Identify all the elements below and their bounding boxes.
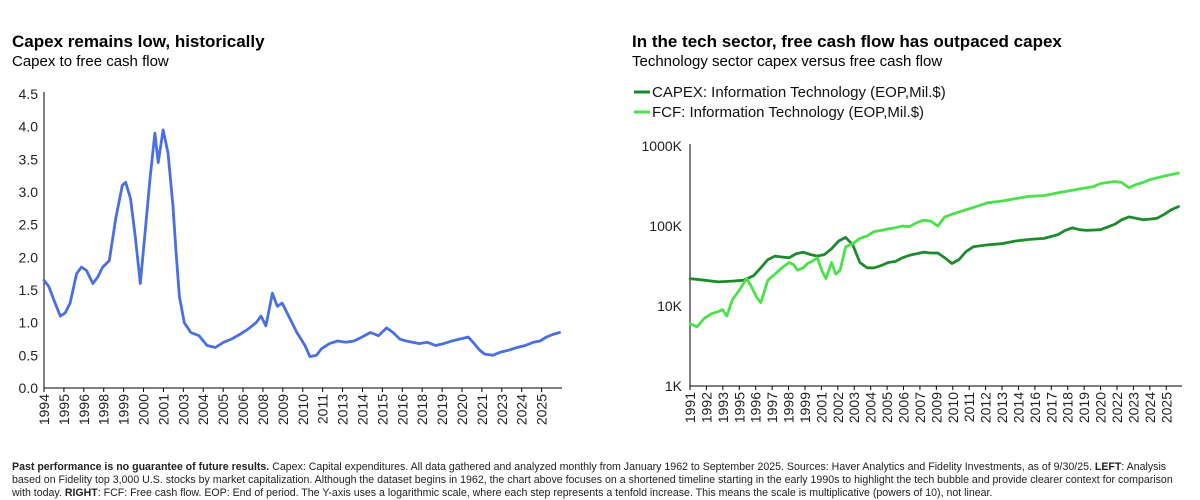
left-chart-subtitle: Capex to free cash flow <box>12 53 169 70</box>
left-y-tick-label: 3.0 <box>19 184 39 200</box>
left-x-tick-label: 2006 <box>235 394 251 425</box>
right-x-tick-label: 2023 <box>1125 392 1141 423</box>
right-legend-label-2: FCF: Information Technology (EOP,Mil.$) <box>652 104 924 121</box>
right-x-tick-label: 1997 <box>764 392 780 423</box>
left-x-tick-label: 2013 <box>335 394 351 425</box>
left-x-tick-label: 2019 <box>434 394 450 425</box>
right-x-tick-label: 2009 <box>928 392 944 423</box>
left-x-tick-label: 1994 <box>36 394 52 425</box>
right-x-tick-label: 1992 <box>698 392 714 423</box>
right-chart-panel: In the tech sector, free cash flow has o… <box>620 0 1200 460</box>
right-series-line-2 <box>688 171 1180 329</box>
right-x-tick-label: 2020 <box>1093 392 1109 423</box>
footnote-text-3: : FCF: Free cash flow. EOP: End of perio… <box>97 487 993 499</box>
left-x-tick-label: 2025 <box>534 394 550 425</box>
right-x-tick-label: 1993 <box>715 392 731 423</box>
right-y-tick-label: 1K <box>665 378 683 394</box>
footnote-text-1: Capex: Capital expenditures. All data ga… <box>269 461 1095 473</box>
right-x-tick-label: 2024 <box>1142 392 1158 423</box>
left-x-tick-label: 2021 <box>474 394 490 425</box>
left-x-tick-label: 1995 <box>56 394 72 425</box>
right-x-tick-label: 1998 <box>781 392 797 423</box>
left-y-tick-label: 0.5 <box>19 347 39 363</box>
right-x-tick-label: 2005 <box>879 392 895 423</box>
left-x-tick-label: 2020 <box>454 394 470 425</box>
left-x-tick-label: 1999 <box>116 394 132 425</box>
left-x-tick-label: 1998 <box>96 394 112 425</box>
right-x-tick-label: 1999 <box>797 392 813 423</box>
left-y-tick-label: 1.5 <box>19 282 39 298</box>
right-x-tick-label: 1995 <box>731 392 747 423</box>
right-x-tick-label: 1996 <box>748 392 764 423</box>
left-x-tick-label: 2011 <box>315 394 331 424</box>
left-x-tick-label: 2003 <box>175 394 191 425</box>
right-chart-title: In the tech sector, free cash flow has o… <box>632 32 1062 51</box>
right-x-tick-label: 2003 <box>846 392 862 423</box>
left-y-tick-label: 4.5 <box>19 86 39 102</box>
right-x-tick-label: 2016 <box>1027 392 1043 423</box>
right-x-tick-label: 2018 <box>1060 392 1076 423</box>
right-y-tick-label: 10K <box>657 298 683 314</box>
footnote-right-label: RIGHT <box>64 487 98 499</box>
left-x-tick-label: 2008 <box>255 394 271 425</box>
right-x-tick-label: 1991 <box>682 392 698 423</box>
left-x-tick-label: 2004 <box>195 394 211 425</box>
left-chart-title: Capex remains low, historically <box>12 32 265 51</box>
footnote-text-2: : Analysis based on Fidelity top 3,000 U… <box>12 461 1173 499</box>
left-series-line-1 <box>42 128 561 359</box>
right-x-tick-label: 2001 <box>813 392 829 423</box>
left-y-tick-label: 1.0 <box>19 315 39 331</box>
left-x-tick-label: 2016 <box>394 394 410 425</box>
left-y-tick-label: 3.5 <box>19 151 39 167</box>
right-x-tick-label: 2019 <box>1076 392 1092 423</box>
footnote-disclaimer: Past performance is no guarantee of futu… <box>12 461 270 473</box>
right-x-tick-label: 2014 <box>1010 392 1026 423</box>
left-y-tick-label: 0.0 <box>19 380 39 396</box>
right-x-tick-label: 2010 <box>945 392 961 423</box>
left-x-tick-label: 2009 <box>275 394 291 425</box>
right-x-tick-label: 2013 <box>994 392 1010 423</box>
right-y-tick-label: 100K <box>649 218 682 234</box>
right-x-tick-label: 2025 <box>1158 392 1174 423</box>
left-chart-panel: Capex remains low, historically Capex to… <box>0 0 580 460</box>
left-x-tick-label: 2010 <box>295 394 311 425</box>
right-x-tick-label: 2006 <box>896 392 912 423</box>
right-x-tick-label: 2017 <box>1043 392 1059 423</box>
right-x-tick-label: 2012 <box>978 392 994 423</box>
right-x-tick-label: 2007 <box>912 392 928 423</box>
right-legend-label-1: CAPEX: Information Technology (EOP,Mil.$… <box>652 84 946 101</box>
left-y-tick-label: 2.0 <box>19 249 39 265</box>
footnote-left-label: LEFT <box>1094 461 1122 473</box>
right-x-tick-label: 2002 <box>830 392 846 423</box>
left-x-tick-label: 2000 <box>136 394 152 425</box>
right-y-tick-label: 1000K <box>642 138 683 154</box>
left-x-tick-label: 1996 <box>76 394 92 425</box>
right-x-tick-label: 2004 <box>863 392 879 423</box>
right-series-line-1 <box>688 205 1180 284</box>
right-chart-subtitle: Technology sector capex versus free cash… <box>632 53 943 70</box>
left-x-tick-label: 2015 <box>374 394 390 425</box>
left-y-tick-label: 4.0 <box>19 119 39 135</box>
left-x-tick-label: 2005 <box>215 394 231 425</box>
left-x-tick-label: 2024 <box>514 394 530 425</box>
right-x-tick-label: 2011 <box>961 392 977 422</box>
left-x-tick-label: 2001 <box>155 394 171 425</box>
left-x-tick-label: 2018 <box>414 394 430 425</box>
left-x-tick-label: 2023 <box>494 394 510 425</box>
footnote: Past performance is no guarantee of futu… <box>12 461 1188 500</box>
left-x-tick-label: 2014 <box>354 394 370 425</box>
right-x-tick-label: 2022 <box>1109 392 1125 423</box>
left-y-tick-label: 2.5 <box>19 217 39 233</box>
